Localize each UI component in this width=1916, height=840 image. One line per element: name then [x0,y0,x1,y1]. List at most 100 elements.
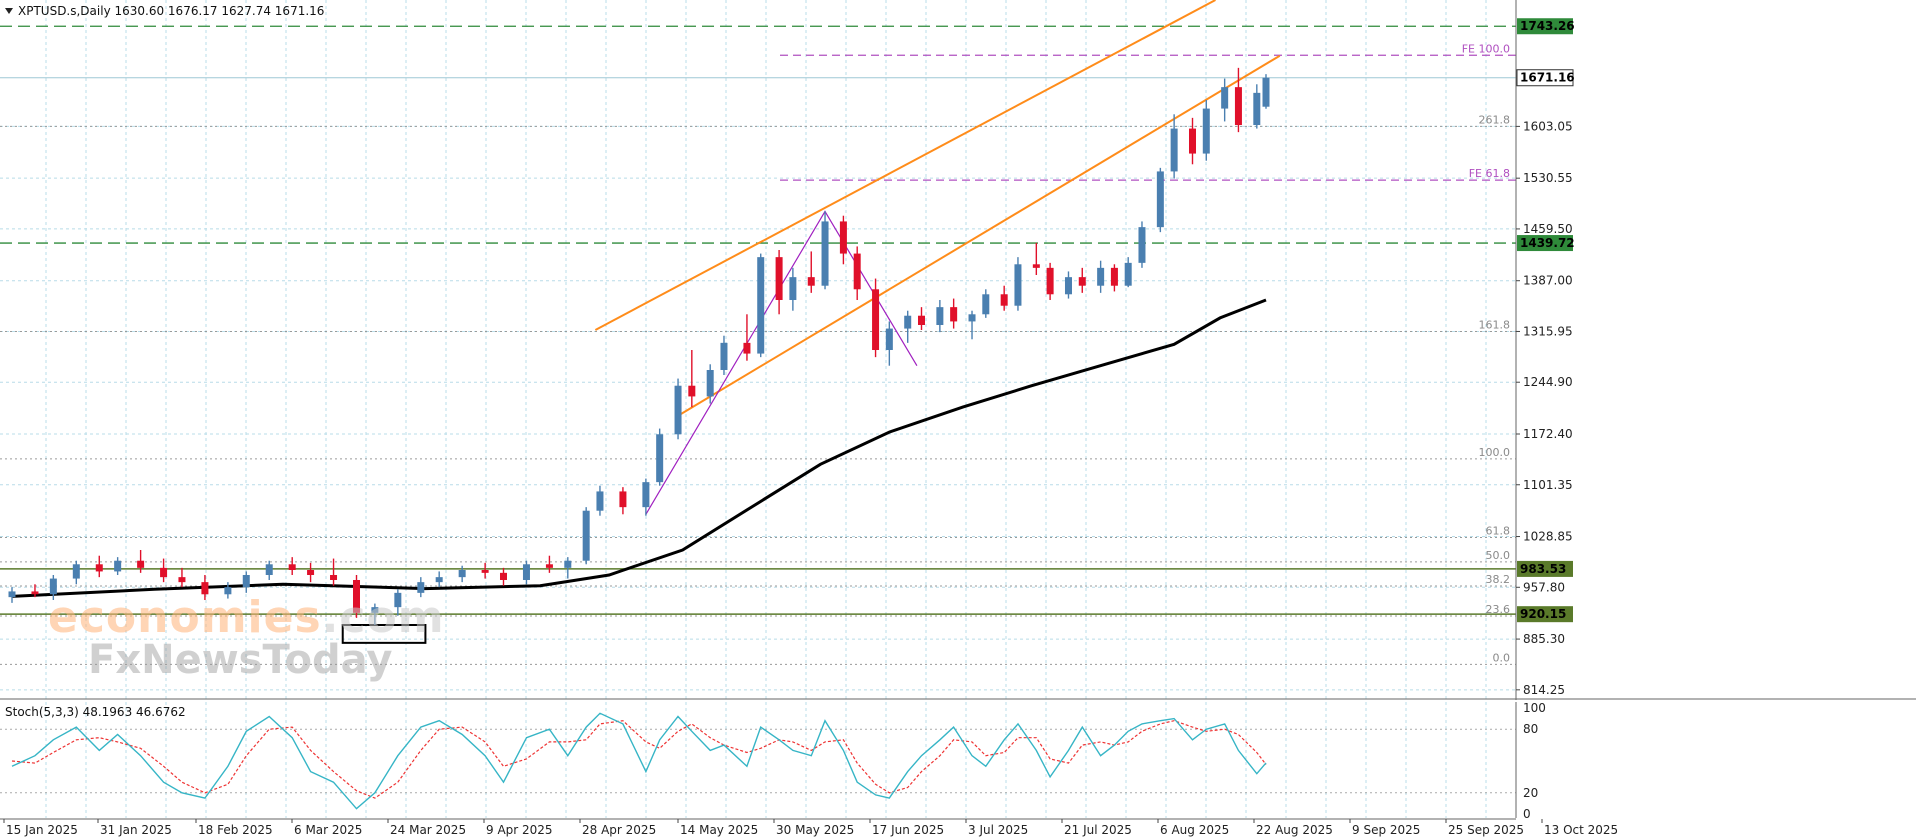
candle [545,555,553,573]
candle [1253,84,1261,129]
price-axis-label: 1603.05 [1523,119,1573,133]
candle-body [674,385,682,435]
price-axis-label: 1244.90 [1523,375,1573,389]
candle-body [394,592,402,608]
price-axis-label: 1387.00 [1523,274,1573,288]
candle [114,557,122,575]
candle [1189,117,1197,165]
candle [307,562,315,583]
candle-body [72,564,80,579]
candle [743,314,751,361]
candle [807,251,815,293]
stoch-axis-label: 20 [1523,786,1538,800]
price-axis-label: 1315.95 [1523,324,1573,338]
stoch-header: Stoch(5,3,3) 48.1963 46.6762 [5,705,186,719]
time-axis-label: 15 Jan 2025 [6,823,78,837]
time-axis-label: 18 Feb 2025 [198,823,273,837]
candle-body [458,570,466,578]
candle-body [1046,267,1054,295]
candle [706,364,714,404]
stoch-axis-label: 100 [1523,702,1546,715]
candle-body [1124,262,1132,286]
candle-body [839,221,847,254]
candle [853,246,861,300]
candle-body [1170,128,1178,172]
candle-body [8,591,16,598]
price-axis-label: 1530.55 [1523,171,1573,185]
time-axis-label: 25 Sep 2025 [1448,823,1524,837]
candle-body [872,289,880,350]
candle-body [31,591,39,595]
candle-body [904,315,912,329]
candle-body [178,577,186,583]
candle-body [789,277,797,300]
candle-body [114,560,122,572]
price-axis-label: 1459.50 [1523,222,1573,236]
price-axis-label: 1101.35 [1523,478,1573,492]
candle [330,558,338,586]
candle [674,378,682,440]
stochastic-panel[interactable]: 100 80 20 0 Stoch(5,3,3) 48.1963 46.6762 [0,702,1916,820]
candle [1234,67,1242,133]
candle [201,575,209,600]
price-axis-label: 1028.85 [1523,530,1573,544]
time-axis-label: 6 Aug 2025 [1160,823,1229,837]
fib-retracement-label: 100.0 [1479,446,1511,459]
candle-body [619,491,627,508]
candle-body [49,578,57,595]
stoch-axis-panel [1516,702,1916,820]
time-axis-label: 31 Jan 2025 [100,823,172,837]
candle [242,571,250,593]
candle [72,560,80,585]
candle [1000,285,1008,311]
candle [839,215,847,265]
candle-body [1234,87,1242,125]
candle-body [853,253,861,290]
fib-retracement-label: 161.8 [1479,318,1511,331]
candle [353,575,361,618]
candle-body [656,434,664,483]
fib-expansion-label: FE 61.8 [1469,167,1510,180]
candle-body [137,560,145,568]
time-axis-label: 9 Sep 2025 [1352,823,1420,837]
candle-body [330,575,338,580]
candle [1124,257,1132,288]
candle-body [885,328,893,350]
candle [224,582,232,599]
candle [582,507,590,565]
candle-body [1032,264,1040,268]
candle [499,567,507,586]
candle [417,577,425,598]
candle-body [242,575,250,588]
candle-body [353,580,361,613]
fib-expansion-label: FE 100.0 [1462,42,1510,55]
candle-body [1221,87,1229,109]
candle [49,575,57,600]
candle [288,557,296,575]
candle-body [481,570,489,573]
price-level-tag-text: 1439.72 [1520,236,1575,250]
candle [178,567,186,588]
candle [1064,271,1072,299]
candle-body [743,342,751,354]
candle-body [201,582,209,595]
candle-body [950,307,958,322]
price-chart[interactable]: 261.8 161.8 100.0 61.8 50.0 38.2 23.6 0.0 FE 100… [0,0,1916,700]
candle [688,350,696,408]
candle [1138,221,1146,268]
candle [904,310,912,343]
candle [394,589,402,616]
candle-body [1138,227,1146,263]
candle-body [706,370,714,397]
stoch-signal-line [11,720,1267,799]
candle [564,557,572,579]
price-level-tag [1517,560,1573,577]
candle [936,300,944,333]
dropdown-triangle-icon [5,8,13,14]
candle [1156,167,1164,233]
candle-body [1189,128,1197,154]
candle [31,584,39,598]
candle [917,307,925,330]
candle-body [775,257,783,300]
